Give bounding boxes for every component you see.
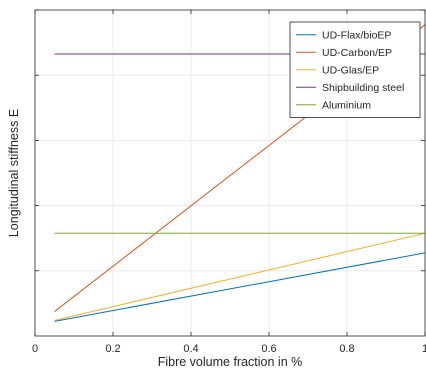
plot-frame <box>34 9 426 337</box>
legend-label: UD-Flax/bioEP <box>322 30 391 42</box>
series-line <box>54 252 426 322</box>
legend-label: UD-Glas/EP <box>322 65 379 77</box>
x-tick-labels: 0 0.2 0.4 0.6 0.8 1 <box>32 343 426 355</box>
legend-label: UD-Carbon/EP <box>322 47 392 59</box>
x-tick-label: 1 <box>422 343 426 355</box>
x-tick-label: 0 <box>32 343 38 355</box>
legend-label: Aluminium <box>322 100 371 112</box>
series-line <box>54 232 426 321</box>
x-axis-label: Fibre volume fraction in % <box>158 355 303 369</box>
series-lines <box>54 24 426 322</box>
x-tick-label: 0.6 <box>261 343 276 355</box>
x-tick-label: 0.8 <box>339 343 354 355</box>
x-tick-label: 0.2 <box>105 343 120 355</box>
axis-ticks <box>34 9 426 336</box>
x-tick-label: 0.4 <box>183 343 198 355</box>
legend: UD-Flax/bioEP UD-Carbon/EP UD-Glas/EP Shipb… <box>289 21 421 118</box>
y-axis-label: Longitudinal stiffness E <box>7 109 21 237</box>
legend-label: Shipbuilding steel <box>322 82 404 94</box>
